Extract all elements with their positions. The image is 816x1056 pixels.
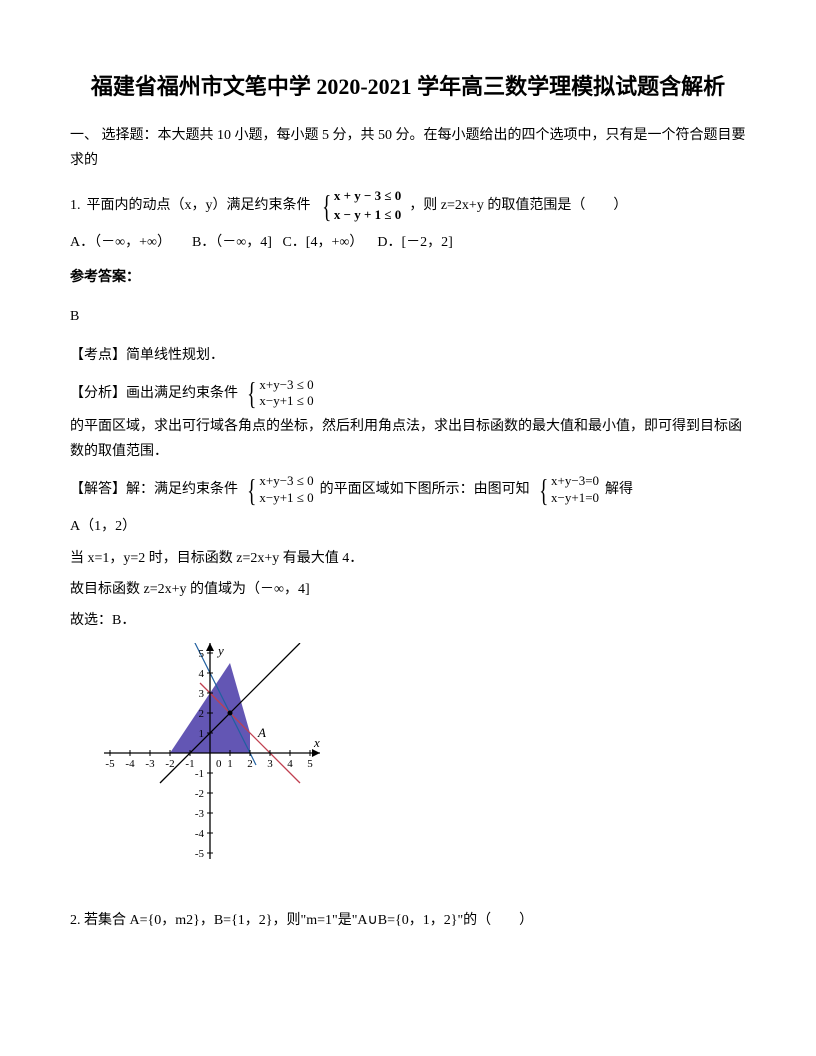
q1-fenxi-c2: x−y+1 ≤ 0	[259, 393, 313, 410]
q1-optD: D．[－2，2]	[377, 235, 452, 250]
page-title: 福建省福州市文笔中学 2020-2021 学年高三数学理模拟试题含解析	[70, 70, 746, 103]
q1-fenxi-system: { x+y−3 ≤ 0 x−y+1 ≤ 0	[244, 377, 314, 411]
q1-jieda-system2: { x+y−3=0 x−y+1=0	[536, 473, 599, 507]
brace-icon: {	[322, 194, 331, 218]
svg-text:y: y	[216, 643, 224, 658]
svg-text:-4: -4	[125, 758, 135, 770]
svg-text:A: A	[257, 725, 266, 740]
svg-text:-4: -4	[195, 828, 205, 840]
svg-text:2: 2	[247, 758, 253, 770]
svg-text:5: 5	[199, 648, 205, 660]
q1-line4: 故目标函数 z=2x+y 的值域为（－∞，4]	[70, 577, 746, 602]
q1-jieda: 【解答】解：满足约束条件 { x+y−3 ≤ 0 x−y+1 ≤ 0 的平面区域…	[70, 473, 746, 507]
section-header: 一、 选择题：本大题共 10 小题，每小题 5 分，共 50 分。在每小题给出的…	[70, 123, 746, 173]
svg-text:3: 3	[267, 758, 273, 770]
q1-answer: B	[70, 304, 746, 329]
q1-constraint2: x − y + 1 ≤ 0	[334, 206, 401, 224]
q1-jieda-c4: x−y+1=0	[551, 490, 599, 507]
q1-pointA: A（1，2）	[70, 514, 746, 539]
q1-optB: B．（－∞，4]	[192, 235, 272, 250]
q1-text-before: 平面内的动点（x，y）满足约束条件	[87, 193, 311, 218]
svg-text:1: 1	[227, 758, 233, 770]
q1-kaodian: 【考点】简单线性规划．	[70, 343, 746, 368]
svg-text:2: 2	[199, 708, 205, 720]
brace-icon: {	[539, 478, 548, 502]
q1-jieda-suffix: 解得	[605, 477, 633, 502]
q1-fenxi-c1: x+y−3 ≤ 0	[259, 377, 313, 394]
q1-fenxi-prefix: 【分析】画出满足约束条件	[70, 381, 238, 406]
q1-jieda-c1: x+y−3 ≤ 0	[259, 473, 313, 490]
svg-text:-5: -5	[105, 758, 115, 770]
q1-graph: -5-4-3-2-112345012345-1-2-3-4-5xyA	[70, 643, 746, 892]
svg-text:3: 3	[199, 688, 205, 700]
q1-optC: C．[4，+∞）	[282, 235, 363, 250]
question-2: 2. 若集合 A={0，m2}，B={1，2}，则"m=1"是"A∪B={0，1…	[70, 908, 746, 933]
svg-text:-3: -3	[195, 808, 205, 820]
svg-text:5: 5	[307, 758, 313, 770]
q1-line5: 故选：B．	[70, 608, 746, 633]
q1-jieda-system1: { x+y−3 ≤ 0 x−y+1 ≤ 0	[244, 473, 314, 507]
q1-constraint1: x + y − 3 ≤ 0	[334, 187, 401, 205]
svg-text:-1: -1	[195, 768, 204, 780]
q1-jieda-prefix: 【解答】解：满足约束条件	[70, 477, 238, 502]
brace-icon: {	[247, 478, 256, 502]
q1-jieda-mid: 的平面区域如下图所示：由图可知	[320, 477, 530, 502]
svg-text:-1: -1	[185, 758, 194, 770]
q1-fenxi-suffix: 的平面区域，求出可行域各角点的坐标，然后利用角点法，求出目标函数的最大值和最小值…	[70, 414, 746, 464]
q1-jieda-c3: x+y−3=0	[551, 473, 599, 490]
q1-text-after: ，则 z=2x+y 的取值范围是（ ）	[409, 193, 627, 218]
svg-text:x: x	[313, 735, 320, 750]
q1-fenxi: 【分析】画出满足约束条件 { x+y−3 ≤ 0 x−y+1 ≤ 0 的平面区域…	[70, 377, 746, 465]
brace-icon: {	[247, 381, 256, 405]
q1-options: A．（－∞，+∞） B．（－∞，4] C．[4，+∞） D．[－2，2]	[70, 230, 746, 255]
svg-text:4: 4	[287, 758, 293, 770]
q1-constraint-system: { x + y − 3 ≤ 0 x − y + 1 ≤ 0	[319, 187, 402, 223]
q2-text: 若集合 A={0，m2}，B={1，2}，则"m=1"是"A∪B={0，1，2}…	[84, 913, 533, 928]
question-1: 1. 平面内的动点（x，y）满足约束条件 { x + y − 3 ≤ 0 x −…	[70, 187, 746, 255]
ref-answer-label: 参考答案：	[70, 265, 746, 290]
svg-text:4: 4	[199, 668, 205, 680]
q1-jieda-c2: x−y+1 ≤ 0	[259, 490, 313, 507]
svg-text:0: 0	[216, 758, 222, 770]
svg-text:-5: -5	[195, 848, 205, 860]
graph-svg: -5-4-3-2-112345012345-1-2-3-4-5xyA	[70, 643, 350, 883]
q1-optA: A．（－∞，+∞）	[70, 235, 171, 250]
q1-line3: 当 x=1，y=2 时，目标函数 z=2x+y 有最大值 4．	[70, 546, 746, 571]
svg-text:-2: -2	[165, 758, 174, 770]
q1-num: 1.	[70, 193, 81, 218]
svg-text:-3: -3	[145, 758, 155, 770]
svg-text:1: 1	[199, 728, 205, 740]
q2-num: 2.	[70, 913, 81, 928]
svg-text:-2: -2	[195, 788, 204, 800]
